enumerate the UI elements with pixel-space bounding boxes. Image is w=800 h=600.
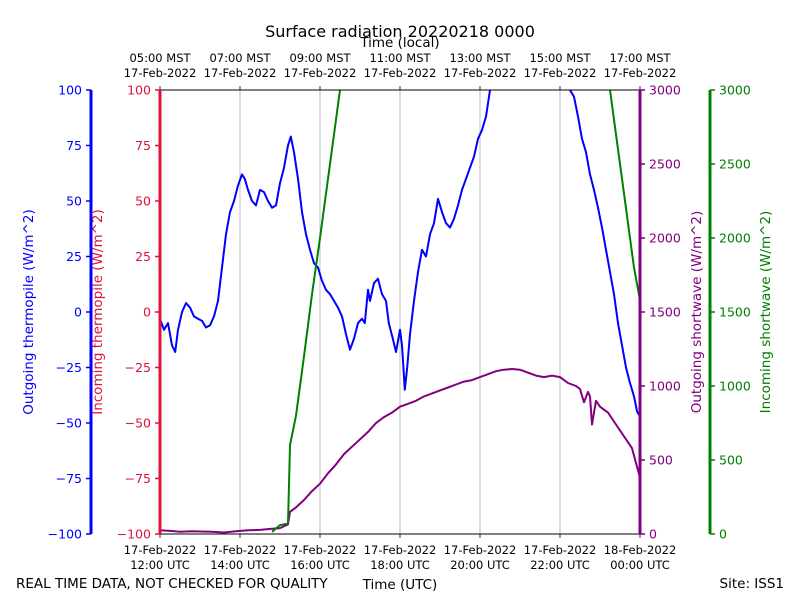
x-axis-title: Time (UTC) (362, 577, 438, 593)
x-tick-time: 16:00 UTC (290, 558, 350, 572)
y-tick-label: 1500 (649, 305, 681, 320)
x-tick-date: 17-Feb-2022 (524, 543, 597, 557)
x-tick-date: 17-Feb-2022 (124, 543, 197, 557)
y-tick-label: 25 (66, 249, 82, 264)
x-tick-time: 22:00 UTC (530, 558, 590, 572)
x-tick-date: 17-Feb-2022 (444, 543, 517, 557)
top-tick-date: 17-Feb-2022 (604, 66, 677, 80)
y-tick-label: 50 (66, 194, 82, 209)
x-tick-time: 14:00 UTC (210, 558, 270, 572)
y-tick-label: 0 (719, 527, 727, 542)
x-tick-time: 20:00 UTC (450, 558, 510, 572)
site-label: Site: ISS1 (720, 576, 784, 592)
y-tick-label: 0 (649, 527, 657, 542)
y-tick-label: 3000 (719, 83, 751, 98)
y-tick-label: 100 (127, 83, 151, 98)
y-tick-label: 2000 (649, 231, 681, 246)
top-tick-date: 17-Feb-2022 (524, 66, 597, 80)
y-tick-label: −50 (56, 416, 82, 431)
series-line-incoming-shortwave (271, 89, 341, 533)
x-tick-time: 12:00 UTC (130, 558, 190, 572)
y-tick-label: 2000 (719, 231, 751, 246)
outgoing-shortwave-label: Outgoing shortwave (W/m^2) (689, 211, 705, 414)
quality-disclaimer: REAL TIME DATA, NOT CHECKED FOR QUALITY (16, 576, 328, 592)
y-tick-label: 1000 (719, 379, 751, 394)
y-tick-label: 50 (135, 194, 151, 209)
y-tick-label: 0 (143, 305, 151, 320)
top-axis-title: Time (local) (359, 35, 439, 51)
top-tick-time: 17:00 MST (609, 51, 671, 65)
y-tick-label: 2500 (719, 157, 751, 172)
y-tick-label: −100 (117, 527, 151, 542)
y-tick-label: 1500 (719, 305, 751, 320)
top-tick-date: 17-Feb-2022 (444, 66, 517, 80)
x-tick-time: 00:00 UTC (610, 558, 670, 572)
top-tick-date: 17-Feb-2022 (204, 66, 277, 80)
y-tick-label: −25 (125, 360, 151, 375)
top-tick-time: 05:00 MST (129, 51, 191, 65)
y-tick-label: −100 (48, 527, 82, 542)
top-tick-time: 13:00 MST (449, 51, 511, 65)
y-tick-label: −50 (125, 416, 151, 431)
top-tick-date: 17-Feb-2022 (124, 66, 197, 80)
y-tick-label: 3000 (649, 83, 681, 98)
top-tick-time: 15:00 MST (529, 51, 591, 65)
y-tick-label: −25 (56, 360, 82, 375)
x-tick-date: 17-Feb-2022 (204, 543, 277, 557)
x-tick-date: 18-Feb-2022 (604, 543, 677, 557)
x-tick-time: 18:00 UTC (370, 558, 430, 572)
series-line-incoming-shortwave (609, 89, 641, 301)
y-tick-label: 2500 (649, 157, 681, 172)
series-line-outgoing-shortwave (159, 368, 641, 534)
y-tick-label: 500 (719, 453, 743, 468)
y-tick-label: 100 (58, 83, 82, 98)
y-tick-label: 0 (74, 305, 82, 320)
series-line-outgoing-thermopile (569, 89, 641, 417)
top-tick-date: 17-Feb-2022 (284, 66, 357, 80)
incoming-thermopile-label: Incoming thermopile (W/m^2) (90, 209, 106, 415)
x-tick-date: 17-Feb-2022 (284, 543, 357, 557)
top-tick-time: 11:00 MST (369, 51, 431, 65)
x-tick-date: 17-Feb-2022 (364, 543, 437, 557)
y-tick-label: 75 (66, 138, 82, 153)
y-tick-label: −75 (125, 471, 151, 486)
series-line-outgoing-thermopile (159, 89, 491, 391)
y-tick-label: 75 (135, 138, 151, 153)
y-tick-label: −75 (56, 471, 82, 486)
chart-title: Surface radiation 20220218 0000 (265, 22, 535, 41)
y-tick-label: 500 (649, 453, 673, 468)
top-tick-date: 17-Feb-2022 (364, 66, 437, 80)
y-tick-label: 25 (135, 249, 151, 264)
y-tick-label: 1000 (649, 379, 681, 394)
top-tick-time: 09:00 MST (289, 51, 351, 65)
top-tick-time: 07:00 MST (209, 51, 271, 65)
vertical-gridlines (239, 90, 561, 534)
data-lines (159, 89, 641, 534)
incoming-shortwave-label: Incoming shortwave (W/m^2) (758, 211, 774, 414)
outgoing-thermopile-label: Outgoing thermopile (W/m^2) (21, 209, 37, 415)
